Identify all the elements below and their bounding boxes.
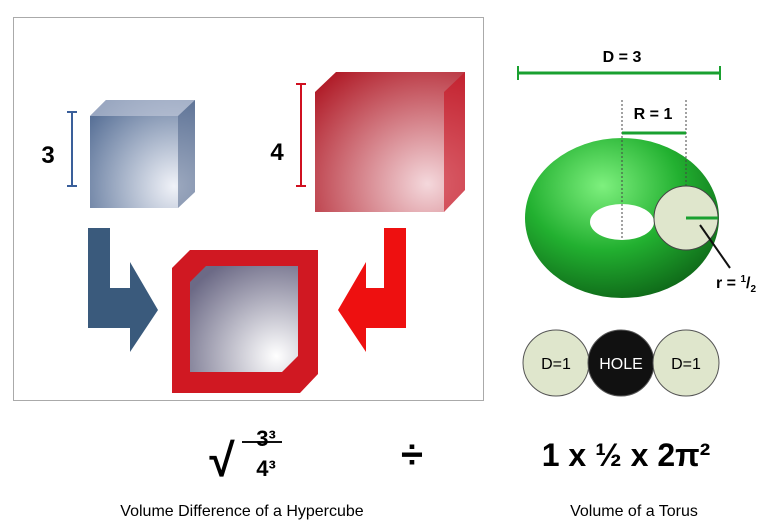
combined-cube [172,250,318,393]
caption: Volume of a Torus [570,503,698,520]
circle-label: D=1 [671,356,701,373]
torus-formula: 1 x ½ x 2π² [542,437,711,473]
circle-label: HOLE [599,356,643,373]
radical: √ [209,434,235,486]
small-cube [90,100,195,208]
pointer [699,224,731,269]
major-radius-label: R = 1 [634,106,673,123]
minor-radius-label: r = 1/2 [716,274,756,295]
diameter-label: D = 3 [603,49,642,66]
operator: ÷ [401,433,423,477]
label-part: 2 [750,284,756,295]
label-part: 1 [740,274,746,285]
numerator: 3³ [256,426,276,451]
label-part: / [746,275,751,292]
large-label: 4 [270,139,284,166]
frame [13,17,484,401]
circle-label: D=1 [541,356,571,373]
large-cube [315,72,465,212]
small-label: 3 [41,142,54,169]
blue-arrow [88,228,158,352]
label-part: r = [716,275,740,292]
denominator: 4³ [256,456,276,481]
caption: Volume Difference of a Hypercube [120,503,364,520]
circle [652,329,720,397]
red-arrow [338,228,406,352]
